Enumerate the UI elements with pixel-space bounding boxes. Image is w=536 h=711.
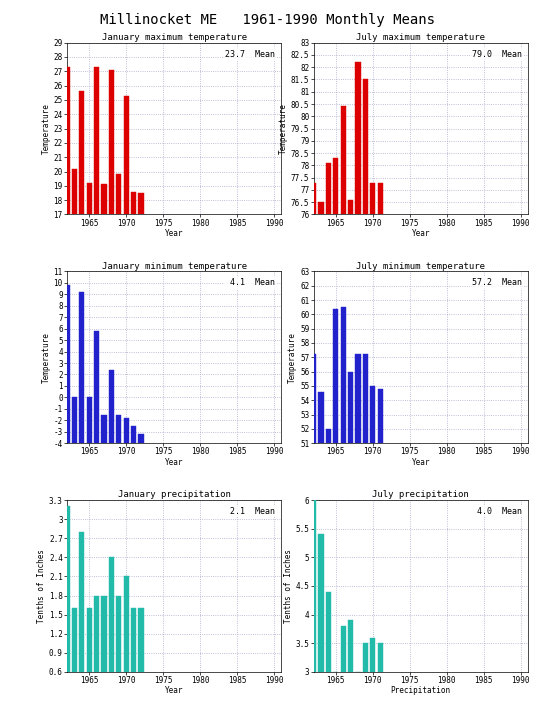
Bar xyxy=(101,596,107,672)
Bar xyxy=(303,331,309,443)
Title: July precipitation: July precipitation xyxy=(373,491,469,499)
Bar xyxy=(138,434,144,443)
Bar xyxy=(79,532,84,672)
X-axis label: Year: Year xyxy=(412,458,430,466)
Title: July minimum temperature: July minimum temperature xyxy=(356,262,485,271)
Bar xyxy=(340,307,346,443)
Bar xyxy=(94,596,99,672)
Bar xyxy=(311,500,316,672)
Bar xyxy=(109,557,114,672)
Bar xyxy=(363,354,368,443)
Bar xyxy=(340,626,346,672)
Text: 23.7  Mean: 23.7 Mean xyxy=(225,50,275,58)
Bar xyxy=(101,184,107,215)
Bar xyxy=(340,107,346,215)
Bar xyxy=(131,608,136,672)
Bar xyxy=(318,535,324,672)
X-axis label: Year: Year xyxy=(165,458,183,466)
Bar xyxy=(326,163,331,215)
Bar xyxy=(116,415,121,443)
Bar xyxy=(377,389,383,443)
Bar xyxy=(72,608,77,672)
Y-axis label: Temperature: Temperature xyxy=(42,332,51,383)
Bar xyxy=(348,620,353,672)
X-axis label: Year: Year xyxy=(165,686,183,695)
Bar xyxy=(101,415,107,443)
X-axis label: Precipitation: Precipitation xyxy=(391,686,451,695)
Bar xyxy=(94,67,99,215)
Bar xyxy=(318,202,324,215)
Bar xyxy=(138,193,144,215)
Bar xyxy=(87,608,92,672)
Bar xyxy=(355,63,361,215)
Bar xyxy=(94,331,99,443)
Title: January maximum temperature: January maximum temperature xyxy=(102,33,247,42)
Text: 79.0  Mean: 79.0 Mean xyxy=(472,50,522,58)
Bar xyxy=(377,643,383,672)
Bar xyxy=(333,309,338,443)
Bar xyxy=(72,397,77,443)
Bar xyxy=(131,426,136,443)
X-axis label: Year: Year xyxy=(412,229,430,238)
Bar xyxy=(79,292,84,443)
Bar xyxy=(57,85,62,215)
Bar xyxy=(138,608,144,672)
Text: 4.1  Mean: 4.1 Mean xyxy=(225,278,275,287)
X-axis label: Year: Year xyxy=(165,229,183,238)
Bar xyxy=(57,300,62,443)
Bar xyxy=(377,183,383,215)
Text: 4.0  Mean: 4.0 Mean xyxy=(477,507,522,516)
Bar xyxy=(87,183,92,215)
Text: Millinocket ME   1961-1990 Monthly Means: Millinocket ME 1961-1990 Monthly Means xyxy=(101,13,435,27)
Y-axis label: Tenths of Inches: Tenths of Inches xyxy=(284,549,293,623)
Bar xyxy=(109,370,114,443)
Bar xyxy=(124,418,129,443)
Bar xyxy=(57,557,62,672)
Title: January minimum temperature: January minimum temperature xyxy=(102,262,247,271)
Bar xyxy=(333,158,338,215)
Bar xyxy=(109,70,114,215)
Bar xyxy=(326,592,331,672)
Bar xyxy=(64,506,70,672)
Bar xyxy=(370,638,375,672)
Bar xyxy=(116,174,121,215)
Bar xyxy=(348,372,353,443)
Bar xyxy=(131,191,136,215)
Bar xyxy=(370,183,375,215)
Bar xyxy=(64,285,70,443)
Y-axis label: Tenths of Inches: Tenths of Inches xyxy=(37,549,46,623)
Title: January precipitation: January precipitation xyxy=(118,491,230,499)
Bar xyxy=(79,91,84,215)
Bar xyxy=(116,596,121,672)
Y-axis label: Temperature: Temperature xyxy=(279,103,288,154)
Bar xyxy=(303,121,309,215)
Y-axis label: Temperature: Temperature xyxy=(288,332,297,383)
Text: 57.2  Mean: 57.2 Mean xyxy=(472,278,522,287)
Text: 2.1  Mean: 2.1 Mean xyxy=(230,507,275,516)
Bar xyxy=(370,386,375,443)
Bar xyxy=(363,643,368,672)
Title: July maximum temperature: July maximum temperature xyxy=(356,33,485,42)
Bar xyxy=(64,67,70,215)
Bar xyxy=(124,577,129,672)
Bar xyxy=(124,96,129,215)
Bar xyxy=(311,183,316,215)
Bar xyxy=(348,200,353,215)
Bar xyxy=(87,397,92,443)
Bar xyxy=(355,354,361,443)
Bar xyxy=(318,392,324,443)
Y-axis label: Temperature: Temperature xyxy=(42,103,51,154)
Bar xyxy=(311,354,316,443)
Bar xyxy=(363,80,368,215)
Bar xyxy=(326,429,331,443)
Bar xyxy=(72,169,77,215)
